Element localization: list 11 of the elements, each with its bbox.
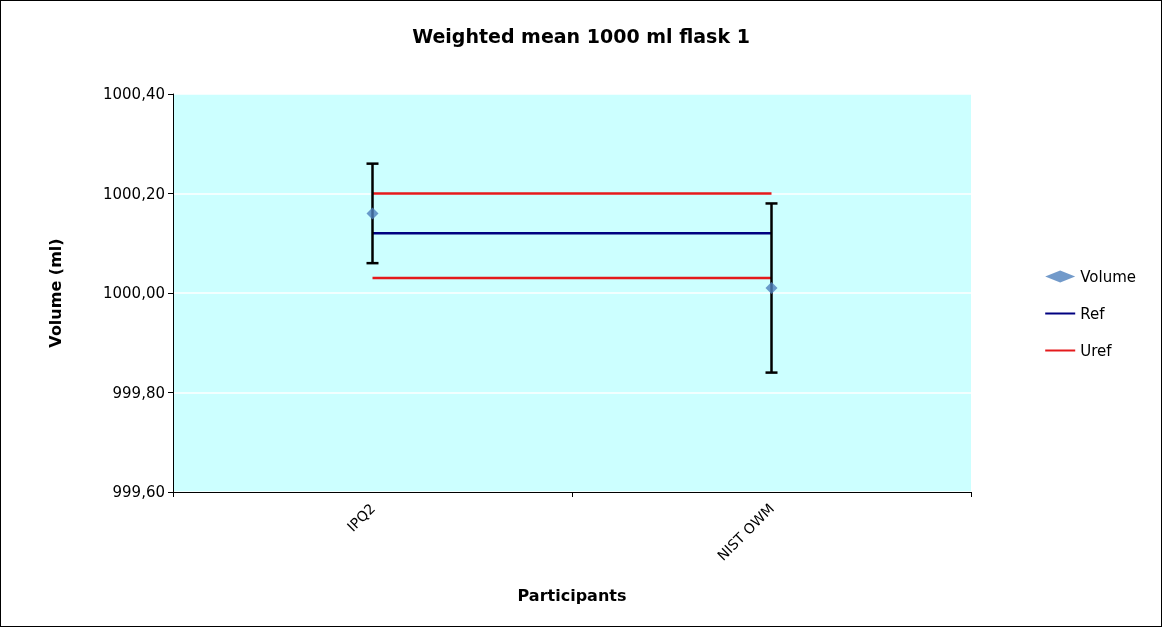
y-tick-label: 999,80 bbox=[112, 383, 165, 402]
y-axis-title: Volume (ml) bbox=[45, 238, 65, 348]
chart-title: Weighted mean 1000 ml flask 1 bbox=[412, 24, 750, 47]
y-tick-label: 1000,40 bbox=[102, 85, 165, 103]
legend-label: Ref bbox=[1080, 304, 1106, 323]
y-tick-label: 999,60 bbox=[112, 483, 165, 501]
x-axis-title: Participants bbox=[517, 585, 627, 605]
legend-label: Uref bbox=[1080, 341, 1113, 360]
y-tick-label: 1000,00 bbox=[102, 284, 165, 302]
y-tick-label: 1000,20 bbox=[102, 184, 165, 203]
legend-label: Volume bbox=[1080, 267, 1137, 286]
